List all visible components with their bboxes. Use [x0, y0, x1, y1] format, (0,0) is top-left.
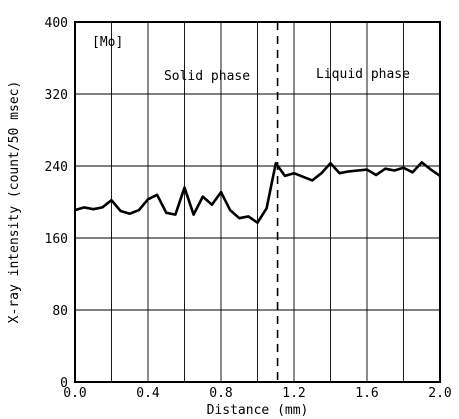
plot-frame: [74, 21, 441, 383]
y-axis-ticks: 0 80 160 240 320 400: [45, 16, 68, 391]
x-tick-label: 0.4: [136, 386, 160, 401]
x-tick-label: 0.8: [209, 386, 232, 401]
x-tick-label: 0.0: [63, 386, 86, 401]
x-axis-label: Distance (mm): [207, 403, 309, 418]
y-tick-label: 0: [60, 376, 68, 391]
x-tick-label: 2.0: [428, 386, 451, 401]
x-tick-label: 1.2: [282, 386, 305, 401]
y-tick-label: 400: [45, 16, 68, 31]
element-label: [Mo]: [92, 35, 123, 50]
series-line: [74, 161, 441, 224]
y-tick-label: 320: [45, 88, 68, 103]
solid-phase-label: Solid phase: [164, 69, 250, 84]
y-tick-label: 160: [45, 232, 68, 247]
x-tick-label: 1.6: [355, 386, 378, 401]
y-tick-label: 80: [52, 304, 68, 319]
liquid-phase-label: Liquid phase: [316, 67, 410, 82]
y-tick-label: 240: [45, 160, 68, 175]
x-axis-ticks: 0.0 0.4 0.8 1.2 1.6 2.0: [63, 386, 451, 401]
y-axis-label: X-ray intensity (count/50 msec): [7, 81, 22, 324]
